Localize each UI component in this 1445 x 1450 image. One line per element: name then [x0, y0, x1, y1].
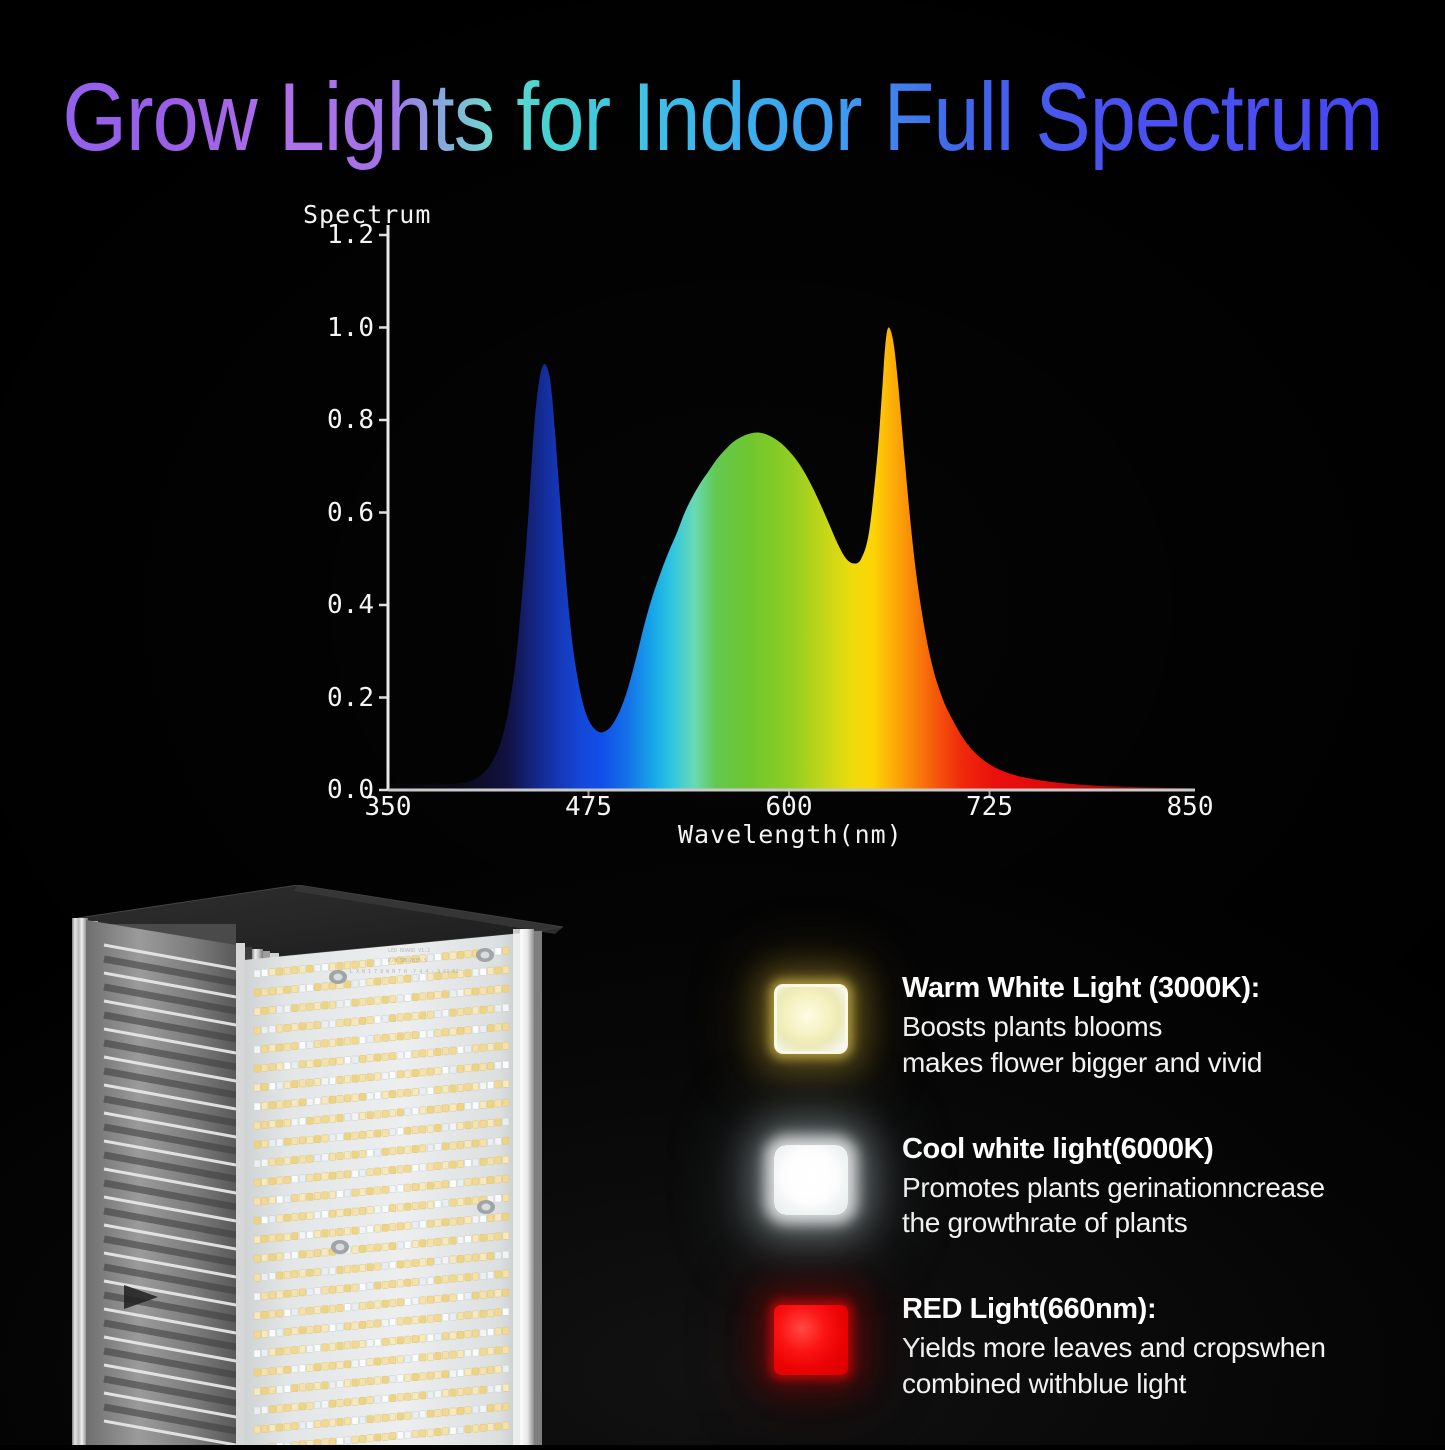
y-axis-tick-label: 0.8	[327, 405, 374, 435]
cool-white-led-icon-wrap	[752, 1129, 902, 1235]
legend-description-line: combined withblue light	[902, 1368, 1187, 1400]
warm-white-led-icon-wrap	[752, 968, 902, 1074]
legend-description-line: makes flower bigger and vivid	[902, 1046, 1263, 1078]
legend-text-block: RED Light(660nm): Yields more leaves and …	[902, 1289, 1326, 1402]
led-board: LED BOARD V1.2 P/N SMD2835 S L X N 1 7 8…	[244, 933, 523, 1445]
x-axis-tick-label: 600	[765, 792, 813, 822]
svg-text:L X N 1 7 8 W N T R -Y 4 4 -: L X N 1 7 8 W N T R -Y 4 4 - 9 C1 R1	[350, 969, 458, 975]
y-axis-tick-label: 0.2	[327, 682, 374, 713]
legend-heading: Warm White Light (3000K):	[902, 972, 1260, 1004]
svg-text:P/N SMD2835 S: P/N SMD2835 S	[388, 958, 427, 964]
y-axis-tick-label: 1.2	[327, 220, 374, 250]
legend-text-block: Warm White Light (3000K): Boosts plants b…	[902, 968, 1262, 1081]
cool-white-led-icon	[774, 1144, 848, 1215]
legend-heading: RED Light(660nm):	[902, 1293, 1157, 1326]
y-axis-tick-label: 0.4	[327, 590, 374, 620]
spectrum-chart: Spectrum 0.0 0.2 0.4 0.6 0.8 1.0 1.2	[0, 180, 1445, 860]
legend-heading: Cool white light(6000K)	[902, 1132, 1214, 1165]
warm-white-led-icon	[774, 984, 848, 1054]
led-grow-light-panel: LED BOARD V1.2 P/N SMD2835 S L X N 1 7 8…	[72, 885, 563, 1445]
legend-description-line: Yields more leaves and cropswhen	[902, 1332, 1326, 1364]
spectrum-legend: Warm White Light (3000K): Boosts plants b…	[752, 968, 1372, 1450]
legend-item: RED Light(660nm): Yields more leaves and …	[752, 1289, 1372, 1402]
red-led-icon-wrap	[752, 1289, 902, 1395]
y-axis-tick-label: 1.0	[327, 312, 374, 343]
x-axis-tick-label: 350	[364, 792, 412, 822]
y-axis-tick-label: 0.0	[327, 775, 374, 805]
fixture-top-edge	[294, 885, 563, 934]
page-title: Grow Lights for Indoor Full Spectrum	[0, 62, 1445, 173]
legend-item: Cool white light(6000K) Promotes plants g…	[752, 1129, 1372, 1242]
spectrum-area	[388, 327, 1190, 790]
legend-item: Warm White Light (3000K): Boosts plants b…	[752, 968, 1372, 1081]
x-axis-title: Wavelength(nm)	[678, 820, 903, 849]
red-led-icon	[774, 1305, 848, 1376]
legend-description-line: Boosts plants blooms	[902, 1011, 1163, 1042]
legend-description-line: Promotes plants gerinationncrease	[902, 1171, 1325, 1203]
svg-text:LED BOARD V1.2: LED BOARD V1.2	[388, 948, 430, 954]
x-axis-tick-label: 475	[565, 792, 612, 822]
y-axis-title: Spectrum	[303, 200, 432, 229]
legend-description-line: the growthrate of plants	[902, 1207, 1188, 1239]
fixture-right-rail	[513, 929, 542, 1445]
y-axis-tick-label: 0.6	[327, 497, 374, 528]
spectrum-plot	[379, 225, 1195, 797]
heatsink-fins	[72, 918, 236, 1445]
board-screws	[329, 948, 495, 1254]
legend-text-block: Cool white light(6000K) Promotes plants g…	[902, 1129, 1325, 1242]
x-axis-tick-label: 850	[1166, 792, 1214, 822]
x-axis-tick-label: 725	[966, 792, 1013, 822]
y-axis-tick-labels: 0.0 0.2 0.4 0.6 0.8 1.0 1.2	[312, 180, 374, 820]
